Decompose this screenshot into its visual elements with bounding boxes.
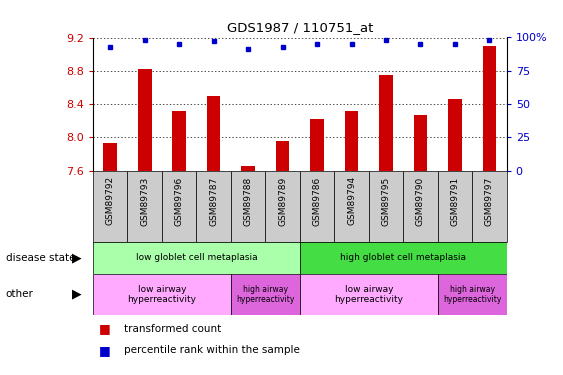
Text: percentile rank within the sample: percentile rank within the sample [124,345,300,355]
Bar [414,115,427,171]
Text: ▶: ▶ [72,251,82,264]
Text: transformed count: transformed count [124,324,221,334]
Bar [300,242,507,274]
Text: ■: ■ [99,322,110,335]
Text: GSM89793: GSM89793 [140,176,149,226]
Text: other: other [6,290,34,299]
Text: GSM89794: GSM89794 [347,176,356,225]
Bar [231,274,300,315]
Text: low airway
hyperreactivity: low airway hyperreactivity [334,285,403,304]
Bar [472,171,507,242]
Text: ■: ■ [99,344,110,357]
Bar [403,171,438,242]
Bar [207,96,221,171]
Text: GSM89786: GSM89786 [312,176,321,226]
Text: GSM89795: GSM89795 [382,176,391,226]
Bar [438,274,507,315]
Bar [438,171,472,242]
Bar [127,171,162,242]
Text: ▶: ▶ [72,288,82,301]
Bar [103,143,117,171]
Text: disease state: disease state [6,253,75,263]
Bar [482,46,497,171]
Bar [93,171,127,242]
Text: GSM89787: GSM89787 [209,176,218,226]
Bar [369,171,403,242]
Bar [379,75,393,171]
Text: GSM89796: GSM89796 [175,176,184,226]
Text: GSM89791: GSM89791 [450,176,459,226]
Bar [172,111,186,171]
Text: low globlet cell metaplasia: low globlet cell metaplasia [136,254,257,262]
Bar [310,119,324,171]
Text: high globlet cell metaplasia: high globlet cell metaplasia [340,254,466,262]
Bar [138,69,151,171]
Text: GSM89792: GSM89792 [106,176,115,225]
Bar [448,99,462,171]
Text: high airway
hyperreactivity: high airway hyperreactivity [236,285,294,304]
Text: GSM89789: GSM89789 [278,176,287,226]
Bar [345,111,359,171]
Bar [300,171,334,242]
Bar [334,171,369,242]
Text: GSM89797: GSM89797 [485,176,494,226]
Bar [196,171,231,242]
Text: GSM89790: GSM89790 [416,176,425,226]
Bar [162,171,196,242]
Text: GSM89788: GSM89788 [244,176,253,226]
Bar [265,171,300,242]
Bar [93,274,231,315]
Text: high airway
hyperreactivity: high airway hyperreactivity [443,285,502,304]
Bar [93,242,300,274]
Bar [300,274,438,315]
Bar [276,141,289,171]
Bar [231,171,265,242]
Bar [241,166,255,171]
Title: GDS1987 / 110751_at: GDS1987 / 110751_at [227,21,373,33]
Text: low airway
hyperreactivity: low airway hyperreactivity [127,285,196,304]
